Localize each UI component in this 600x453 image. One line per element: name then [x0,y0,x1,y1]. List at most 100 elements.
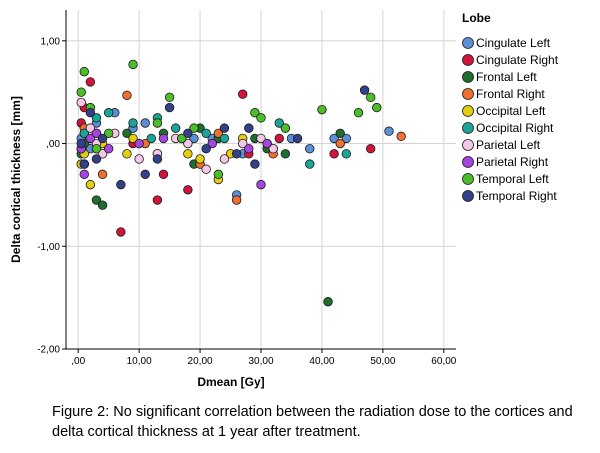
data-point [158,133,169,144]
legend-label: Temporal Right [476,189,557,203]
data-point [97,133,108,144]
data-point [189,133,199,144]
legend-marker [462,156,474,168]
legend-marker [462,173,474,185]
data-point [213,128,224,138]
data-point [238,89,248,99]
data-point [103,128,114,138]
data-point [152,154,163,164]
data-point [183,149,193,159]
data-point [244,143,254,154]
data-point [219,133,230,144]
data-point [97,200,108,210]
data-point [384,126,394,136]
data-point [146,133,157,144]
data-point [335,138,345,149]
data-point [85,179,96,190]
scatter-chart: ,00 10,00 20,00 30,00 40,00 50,00 60,00 1,00 ,00… [9,10,559,389]
data-point [238,138,248,149]
legend-label: Occipital Left [476,104,546,118]
legend-marker [462,54,474,66]
grid [66,10,456,350]
data-point [341,133,352,144]
data-point [164,92,175,103]
data-point [213,169,224,180]
data-point [158,169,169,180]
data-point [183,185,193,195]
legend-marker [462,88,474,100]
data-point [231,195,242,205]
x-axis-title: Dmean [Gy] [197,375,264,389]
axes: ,00 10,00 20,00 30,00 40,00 50,00 60,00 1,00 ,00… [9,10,457,389]
data-point [91,128,102,138]
legend-marker [462,105,474,117]
data-point [365,92,376,103]
y-tick-label: ,00 [46,139,60,150]
data-point [329,133,339,144]
data-point [177,133,187,144]
x-tick-label: ,00 [71,356,85,367]
data-point [329,149,339,159]
legend-label: Cingulate Left [476,36,551,50]
x-tick-label: 60,00 [431,356,456,367]
data-point [79,66,89,77]
x-tick-label: 10,00 [127,356,152,367]
data-point [76,138,86,149]
data-point [97,169,108,180]
data-point [140,169,150,180]
data-point [219,123,230,133]
data-point [268,143,278,154]
data-point [79,128,89,138]
data-point [207,138,217,149]
data-point [305,159,315,169]
data-point [97,149,108,159]
data-point [91,154,102,164]
data-point [317,104,327,115]
data-point [152,195,163,205]
data-point [201,143,211,154]
data-point [250,159,260,169]
data-point [280,123,291,133]
data-point [164,102,175,113]
legend-marker [462,139,474,151]
legend-marker [462,122,474,134]
data-point [219,154,230,164]
data-point [91,143,102,154]
data-point [85,108,96,118]
data-points [76,59,406,307]
legend: Lobe Cingulate Left Cingulate Right Frontal… [462,11,559,203]
data-point [103,108,114,118]
data-point [140,118,150,128]
data-point [134,138,144,149]
data-point [323,297,333,307]
data-point [256,179,266,190]
data-point [170,123,181,133]
legend-title: Lobe [462,11,491,25]
data-point [79,159,89,169]
data-point [85,123,96,133]
legend-label: Cingulate Right [476,53,559,67]
data-point [103,143,114,154]
data-point [116,179,126,190]
data-point [353,108,364,118]
data-point [122,90,132,100]
data-point [189,123,199,133]
data-point [201,128,211,138]
legend-marker [462,190,474,202]
y-axis-title: Delta cortical thickness [mm] [9,96,23,263]
x-tick-label: 50,00 [370,356,395,367]
legend-label: Occipital Right [476,121,554,135]
data-point [122,128,132,138]
data-point [341,149,352,159]
data-point [274,133,284,144]
legend-label: Frontal Right [476,87,545,101]
data-point [396,131,406,142]
data-point [122,149,132,159]
data-point [128,133,138,144]
data-point [372,102,382,113]
x-tick-label: 20,00 [188,356,213,367]
legend-marker [462,71,474,83]
data-point [280,149,291,159]
legend-label: Temporal Left [476,172,549,186]
data-point [183,128,193,138]
